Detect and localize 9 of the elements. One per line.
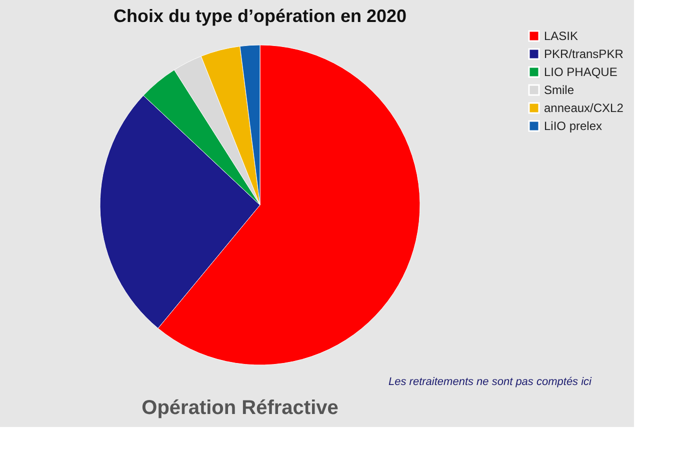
- chart-title: Choix du type d’opération en 2020: [113, 6, 407, 26]
- legend-label: Smile: [544, 83, 574, 97]
- legend-label: LiIO prelex: [544, 119, 602, 133]
- legend-label: anneaux/CXL2: [544, 101, 624, 115]
- text: Opération Réfractive: [142, 397, 338, 419]
- legend-label: LIO PHAQUE: [544, 65, 618, 79]
- legend-label: PKR/transPKR: [544, 47, 624, 61]
- text: Les retraitements ne sont pas comptés ici: [388, 376, 592, 388]
- legend-label: LASIK: [544, 29, 578, 43]
